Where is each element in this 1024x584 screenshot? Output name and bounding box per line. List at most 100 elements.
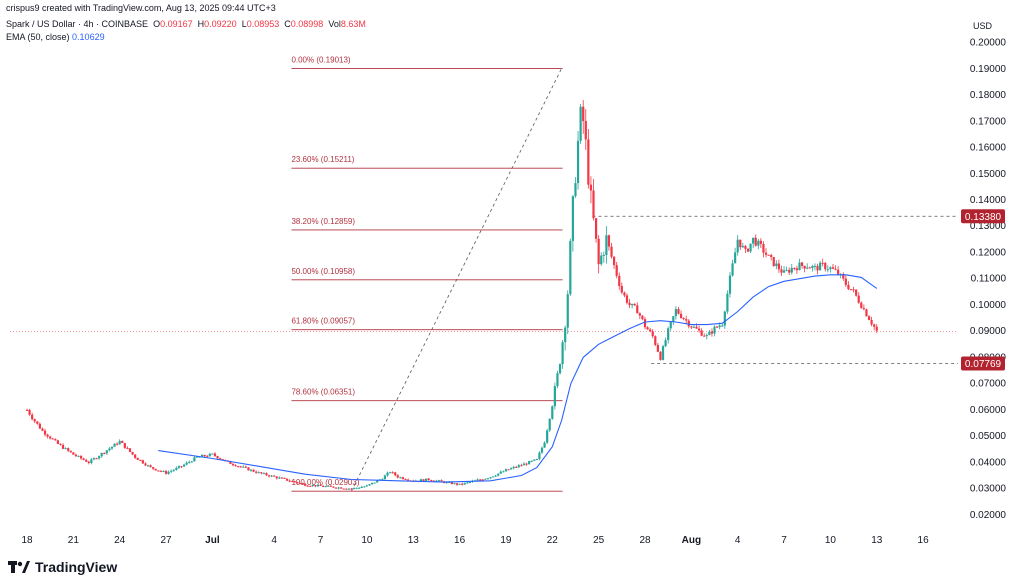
ema-legend[interactable]: EMA (50, close) 0.10629: [6, 32, 105, 42]
candle-body: [852, 289, 855, 291]
candle-body: [59, 443, 62, 445]
y-tick-label: 0.11000: [971, 274, 1007, 285]
candle-body: [234, 465, 237, 467]
candle-body: [350, 488, 353, 490]
low-label: L: [241, 19, 247, 29]
candle-body: [677, 309, 680, 314]
candle-body: [754, 237, 757, 246]
close-value: 0.08998: [290, 19, 324, 29]
candle-body: [95, 458, 98, 460]
ema-value: 0.10629: [72, 32, 105, 42]
candle-body: [301, 483, 304, 485]
candle-body: [31, 414, 34, 420]
x-tick-label: 24: [114, 535, 126, 546]
candle-body: [61, 444, 65, 449]
fib-level-label: 0.00% (0.19013): [291, 55, 350, 64]
candle-body: [664, 340, 667, 347]
price-axis[interactable]: 0.20000 0.19000 0.18000 0.17000 0.16000 0.150…: [970, 38, 1007, 521]
candle-body: [285, 478, 289, 481]
x-tick-label: Jul: [205, 535, 220, 546]
candle-body: [592, 190, 595, 219]
candle-body: [875, 326, 878, 331]
x-tick-label: 4: [271, 535, 277, 546]
candle-body: [824, 262, 827, 270]
candle-body: [399, 477, 402, 479]
candle-body: [278, 477, 281, 479]
candle-body: [844, 278, 847, 285]
price-badge-label: 0.13380: [965, 212, 1002, 223]
candle-body: [636, 305, 639, 314]
candle-body: [262, 473, 265, 475]
candle-body: [74, 454, 78, 457]
candle-body: [484, 478, 487, 480]
ema-label: EMA (50, close): [6, 32, 70, 42]
candle-body: [237, 466, 240, 468]
candle-body: [92, 458, 96, 460]
candle-body: [800, 262, 804, 266]
candle-body: [110, 446, 114, 449]
x-tick-label: 10: [825, 535, 837, 546]
candle-body: [489, 477, 492, 479]
candle-body: [631, 303, 634, 306]
x-tick-label: 7: [781, 535, 787, 546]
candle-body: [873, 324, 876, 327]
candle-body: [128, 448, 132, 452]
candle-body: [134, 454, 137, 458]
y-tick-label: 0.13000: [970, 221, 1007, 232]
x-tick-label: 16: [454, 535, 466, 546]
candle-body: [79, 455, 83, 459]
symbol-title[interactable]: Spark / US Dollar · 4h · COINBASE: [6, 19, 149, 29]
candle-body: [131, 451, 134, 455]
candle-body: [515, 466, 518, 468]
candle-body: [440, 480, 443, 482]
time-axis[interactable]: 18 21 24 27 Jul 4 7 10 13 16 19 22 25 28 Aug 4 7 10 13 16: [21, 535, 929, 546]
vol-label: Vol: [328, 19, 341, 29]
candle-body: [530, 460, 533, 462]
candle-body: [610, 246, 613, 257]
candle-body: [782, 270, 786, 273]
candle-body: [679, 313, 683, 318]
candle-body: [33, 419, 36, 422]
candle-body: [752, 237, 755, 244]
candle-body: [641, 315, 644, 320]
candle-body: [136, 457, 139, 460]
candle-body: [322, 485, 325, 487]
tradingview-logo[interactable]: TradingView: [8, 559, 117, 575]
candle-body: [628, 302, 631, 306]
x-tick-label: 22: [547, 535, 559, 546]
x-tick-label: 13: [871, 535, 883, 546]
candle-body: [705, 335, 708, 337]
candle-body: [455, 483, 459, 485]
candle-body: [716, 326, 719, 328]
candle-body: [38, 423, 41, 429]
candle-body: [77, 455, 80, 457]
candle-body: [625, 295, 629, 303]
candle-body: [394, 472, 397, 476]
candle-body: [126, 447, 129, 449]
candle-body: [211, 453, 214, 455]
candle-body: [216, 456, 219, 459]
candle-body: [139, 459, 142, 461]
candle-body: [566, 294, 569, 328]
candle-body: [726, 293, 729, 312]
candle-body: [669, 321, 672, 329]
x-tick-label: 28: [639, 535, 651, 546]
candle-body: [172, 469, 175, 471]
candle-body: [790, 267, 793, 273]
candle-body: [49, 436, 52, 439]
ohlc-legend: Spark / US Dollar · 4h · COINBASE O0.091…: [6, 19, 366, 29]
candle-body: [739, 239, 742, 248]
candle-body: [458, 483, 461, 485]
candle-body: [113, 443, 116, 447]
candle-body: [267, 475, 271, 477]
candle-body: [87, 461, 90, 464]
candle-body: [293, 481, 296, 483]
brand-name: TradingView: [35, 559, 118, 575]
y-tick-label: 0.09000: [970, 326, 1007, 337]
candle-body: [103, 452, 106, 454]
candle-body: [860, 302, 863, 309]
candle-body: [692, 326, 696, 328]
fibonacci-retracement[interactable]: 0.00% (0.19013) 23.60% (0.15211) 38.20% (0…: [291, 55, 563, 492]
candle-body: [538, 452, 541, 459]
